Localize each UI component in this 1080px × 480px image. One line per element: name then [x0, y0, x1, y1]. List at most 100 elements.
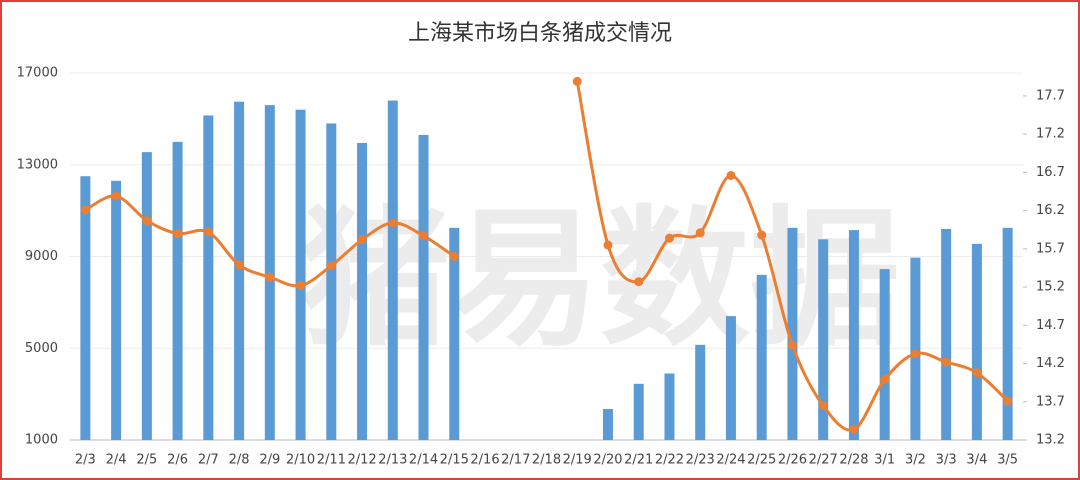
- line-marker: [634, 277, 644, 287]
- x-tick-label: 3/1: [874, 453, 895, 468]
- x-tick-label: 2/13: [378, 453, 407, 468]
- x-tick-label: 3/5: [997, 453, 1018, 468]
- y-tick-label: 17000: [17, 66, 58, 81]
- line-marker: [449, 252, 459, 261]
- bar: [80, 176, 91, 440]
- bar: [295, 109, 306, 440]
- x-tick-label: 2/12: [347, 453, 376, 468]
- line-marker: [726, 170, 736, 180]
- line-marker: [910, 349, 920, 359]
- line-marker: [603, 240, 613, 250]
- x-tick-label: 2/7: [198, 453, 219, 468]
- x-tick-label: 2/15: [440, 453, 469, 468]
- bar: [787, 227, 798, 440]
- x-tick-label: 2/27: [809, 453, 838, 468]
- bar: [941, 228, 952, 440]
- line-marker: [234, 260, 244, 270]
- x-tick-label: 2/21: [624, 453, 653, 468]
- y2-tick-label: 14.2: [1036, 356, 1065, 371]
- y-tick-label: 9000: [25, 249, 58, 264]
- x-tick-label: 2/11: [317, 453, 346, 468]
- bar: [449, 227, 460, 440]
- line-marker: [173, 229, 183, 239]
- line-marker: [787, 340, 797, 350]
- bar: [971, 243, 982, 440]
- bar: [172, 141, 183, 440]
- x-tick-label: 2/28: [839, 453, 868, 468]
- line-marker: [296, 281, 306, 291]
- bar: [326, 123, 337, 441]
- y2-tick-label: 17.7: [1036, 88, 1065, 103]
- line-marker: [388, 218, 398, 228]
- x-tick-label: 2/16: [470, 453, 499, 468]
- line-marker: [419, 231, 429, 241]
- line-marker: [757, 230, 767, 240]
- x-tick-label: 2/4: [106, 453, 127, 468]
- bar: [203, 115, 214, 440]
- y2-tick-label: 16.2: [1036, 203, 1065, 218]
- bar: [725, 316, 736, 440]
- x-tick-label: 3/3: [936, 453, 957, 468]
- bar: [756, 274, 767, 440]
- bar: [695, 344, 706, 440]
- x-tick-label: 3/4: [966, 453, 987, 468]
- bar: [357, 142, 368, 440]
- x-tick-label: 3/2: [905, 453, 926, 468]
- bar: [664, 373, 675, 440]
- line-marker: [695, 228, 705, 238]
- y2-tick-label: 15.2: [1036, 280, 1065, 295]
- bar: [633, 383, 644, 440]
- bar: [264, 105, 275, 441]
- y2-tick-label: 17.2: [1036, 127, 1065, 142]
- line-marker: [880, 375, 890, 385]
- bar: [818, 239, 829, 440]
- y2-tick-label: 13.2: [1036, 433, 1065, 448]
- bar: [141, 152, 152, 440]
- x-tick-label: 2/8: [229, 453, 250, 468]
- x-tick-label: 2/25: [747, 453, 776, 468]
- y2-tick-label: 15.7: [1036, 241, 1065, 256]
- line-marker: [142, 216, 152, 226]
- watermark: 猪易数据: [300, 193, 900, 367]
- bar: [602, 409, 613, 440]
- x-tick-label: 2/3: [75, 453, 96, 468]
- y-tick-label: 1000: [25, 433, 58, 448]
- line-marker: [818, 401, 828, 411]
- bar: [848, 230, 859, 440]
- line-marker: [357, 235, 367, 245]
- bar: [234, 101, 245, 440]
- x-tick-label: 2/17: [501, 453, 530, 468]
- y2-tick-label: 16.7: [1036, 165, 1065, 180]
- line-marker: [80, 205, 90, 215]
- x-tick-label: 2/22: [655, 453, 684, 468]
- line-marker: [203, 227, 213, 237]
- line-marker: [664, 233, 674, 243]
- y-tick-label: 13000: [17, 157, 58, 172]
- line-marker: [572, 76, 582, 86]
- bar: [910, 257, 921, 440]
- y2-tick-label: 14.7: [1036, 318, 1065, 333]
- x-tick-label: 2/9: [259, 453, 280, 468]
- x-tick-label: 2/23: [686, 453, 715, 468]
- line-marker: [111, 191, 121, 201]
- x-tick-label: 2/26: [778, 453, 807, 468]
- y-tick-label: 5000: [25, 341, 58, 356]
- line-marker: [972, 368, 982, 378]
- y2-tick-label: 13.7: [1036, 394, 1065, 409]
- bar: [879, 269, 890, 440]
- line-marker: [326, 261, 336, 271]
- bar: [111, 180, 122, 440]
- x-tick-label: 2/10: [286, 453, 315, 468]
- x-tick-label: 2/24: [716, 453, 745, 468]
- line-marker: [941, 357, 951, 367]
- x-tick-label: 2/20: [593, 453, 622, 468]
- line-marker: [265, 272, 275, 282]
- bar: [1002, 227, 1013, 440]
- bar: [418, 134, 429, 440]
- line-marker: [1003, 396, 1013, 406]
- x-tick-label: 2/19: [563, 453, 592, 468]
- x-tick-label: 2/18: [532, 453, 561, 468]
- chart-title: 上海某市场白条猪成交情况: [408, 21, 672, 46]
- x-tick-label: 2/14: [409, 453, 438, 468]
